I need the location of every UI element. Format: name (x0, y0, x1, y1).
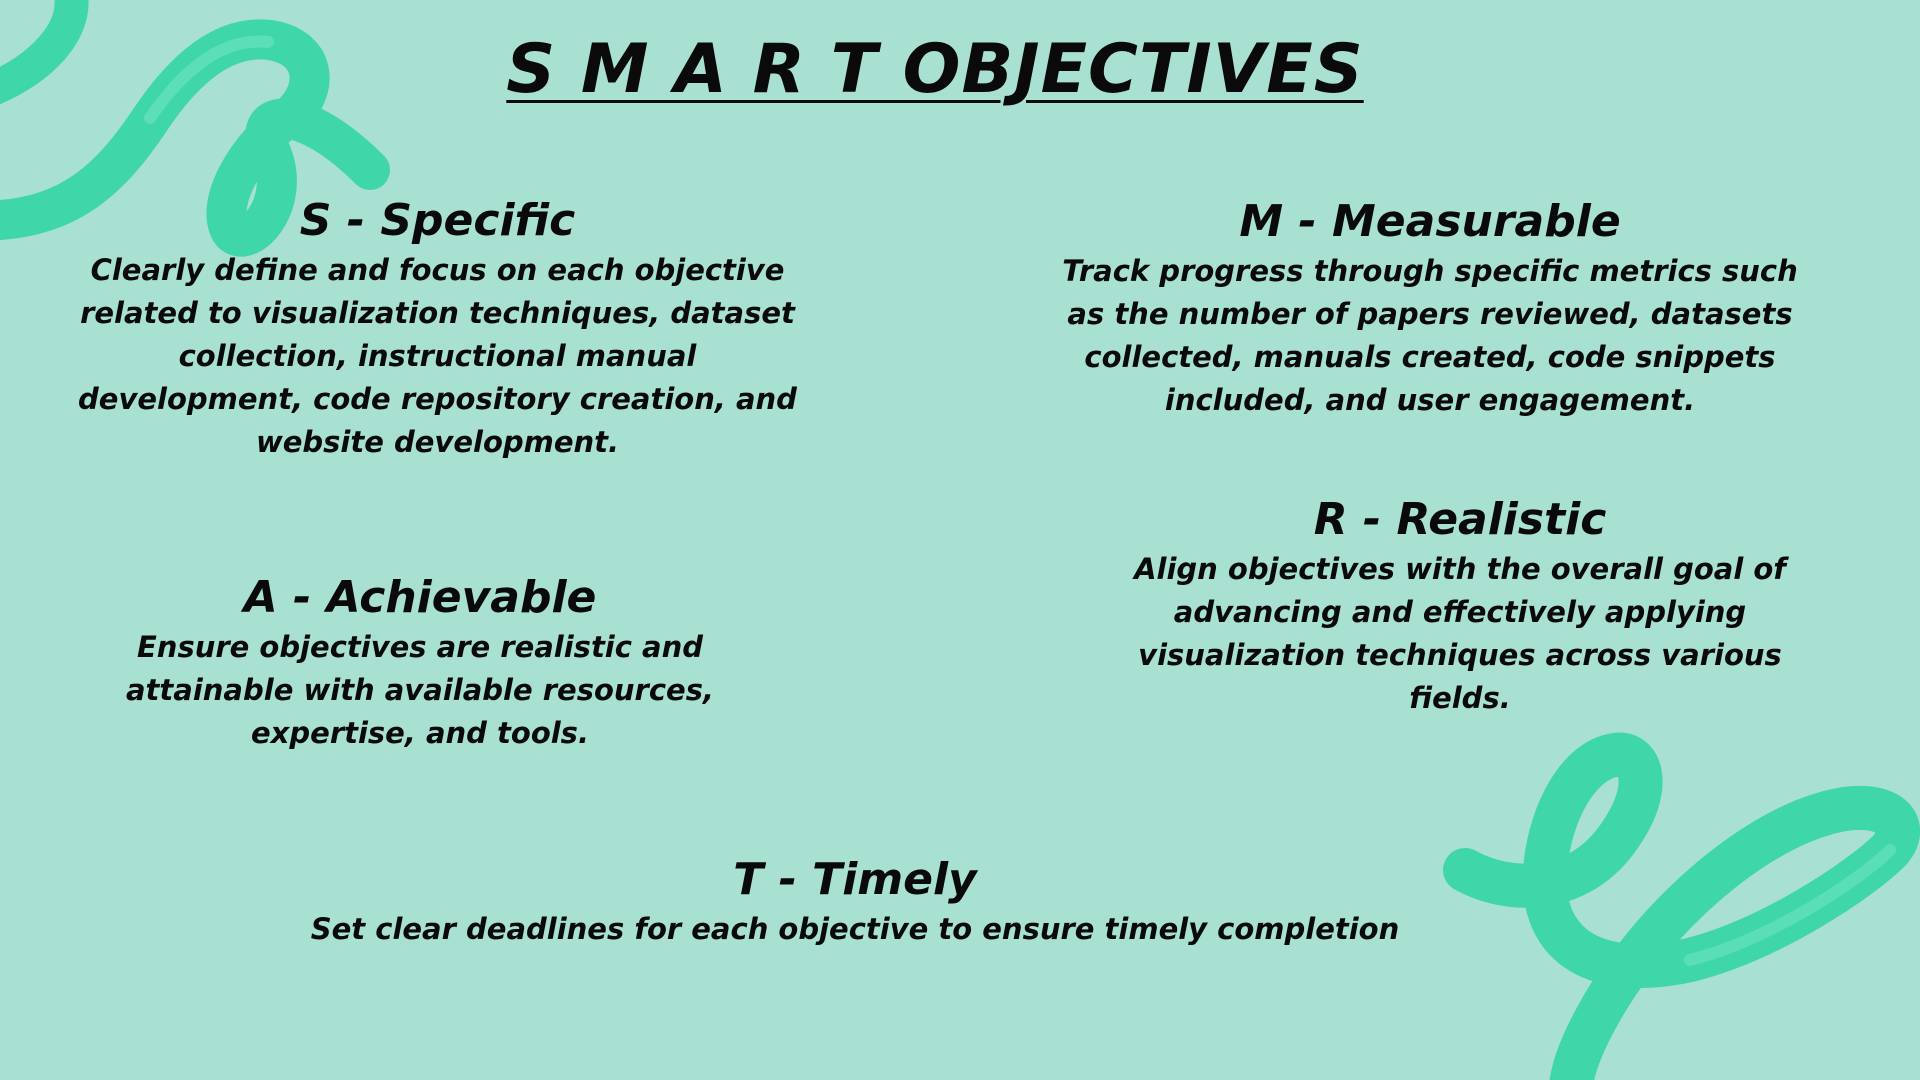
decorative-ribbon-bottom-right (1443, 732, 1920, 1080)
objective-measurable: M - Measurable Track progress through sp… (1060, 194, 1800, 422)
objective-description: Track progress through specific metrics … (1062, 254, 1798, 417)
slide-title: S M A R T OBJECTIVES (506, 30, 1364, 109)
objective-description: Clearly define and focus on each objecti… (78, 253, 797, 459)
objective-heading: M - Measurable (1239, 196, 1621, 247)
objective-timely: T - Timely Set clear deadlines for each … (300, 852, 1410, 951)
objective-description: Align objectives with the overall goal o… (1134, 552, 1786, 715)
objective-description: Ensure objectives are realistic and atta… (125, 630, 714, 750)
objective-description: Set clear deadlines for each objective t… (310, 912, 1400, 946)
objective-heading: S - Specific (299, 195, 576, 246)
objective-heading: R - Realistic (1313, 494, 1607, 545)
objective-achievable: A - Achievable Ensure objectives are rea… (50, 570, 790, 755)
objective-heading: T - Timely (733, 854, 977, 905)
objective-realistic: R - Realistic Align objectives with the … (1130, 492, 1790, 720)
objective-specific: S - Specific Clearly define and focus on… (70, 193, 805, 464)
objective-heading: A - Achievable (243, 572, 597, 623)
